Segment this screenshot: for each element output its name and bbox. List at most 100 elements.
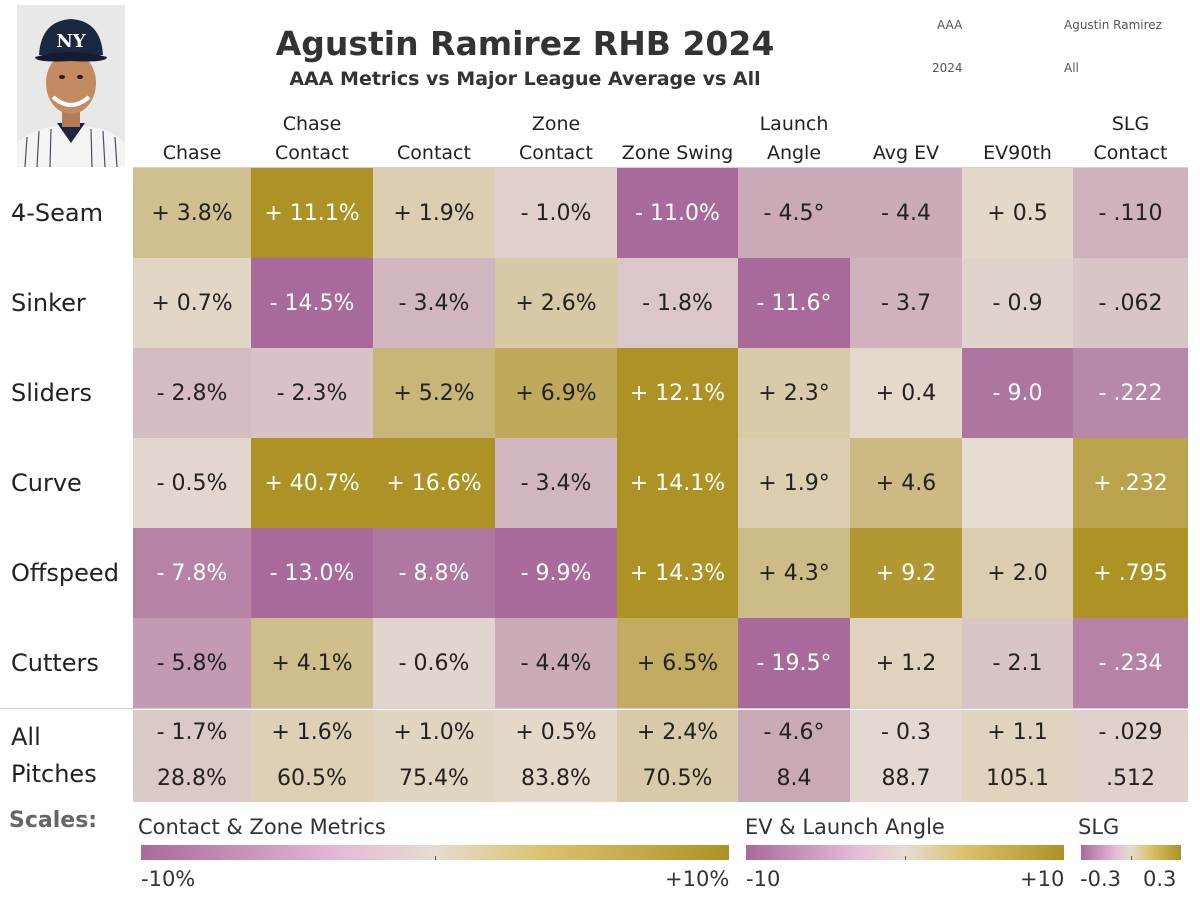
all-pitches-divider — [0, 708, 1188, 709]
heatmap-cell: - 3.7 — [850, 258, 962, 348]
heatmap-cell: + 4.6 — [850, 438, 962, 528]
column-header: Chase Contact — [251, 112, 373, 168]
legend-min-ev-launch: -10 — [746, 867, 781, 891]
heatmap-cell: - 1.8% — [617, 258, 738, 348]
heatmap-cell: + .795 — [1073, 528, 1188, 618]
all-pitches-cell: - 1.7% 28.8% — [133, 710, 251, 802]
column-header-line: SLG — [1111, 113, 1150, 135]
heatmap-cell: + 11.1% — [251, 168, 373, 258]
all-pitches-diff: + 1.6% — [271, 720, 353, 745]
heatmap-cell: + 2.3° — [738, 348, 850, 438]
heatmap-cell: - .234 — [1073, 618, 1188, 708]
column-header: Zone Contact — [495, 112, 617, 168]
heatmap-cell: - 9.9% — [495, 528, 617, 618]
all-pitches-diff: - 1.7% — [156, 720, 228, 745]
row-label-line: Pitches — [11, 760, 97, 788]
header-divider — [133, 167, 1188, 168]
heatmap-cell: + 0.5 — [962, 168, 1073, 258]
heatmap-cell: + 4.3° — [738, 528, 850, 618]
column-header-line: Contact — [275, 142, 349, 164]
legend-midpoint-tick — [435, 856, 436, 860]
heatmap-cell: + 2.0 — [962, 528, 1073, 618]
all-pitches-total: 70.5% — [642, 766, 713, 791]
column-header: EV90th — [962, 112, 1073, 168]
legend-title-slg: SLG — [1078, 815, 1120, 839]
row-label: Cutters — [11, 649, 99, 677]
column-header: Contact — [373, 112, 495, 168]
column-header-line: Avg EV — [872, 142, 940, 164]
heatmap-cell: + 4.1% — [251, 618, 373, 708]
all-pitches-cell: + 0.5% 83.8% — [495, 710, 617, 802]
legend-title-contact-zone: Contact & Zone Metrics — [138, 815, 386, 839]
heatmap-cell: + .232 — [1073, 438, 1188, 528]
column-header-line: Zone — [531, 113, 581, 135]
column-header-line: Contact — [1093, 142, 1168, 164]
legend-max-ev-launch: +10 — [1020, 867, 1065, 891]
heatmap-cell: + 14.3% — [617, 528, 738, 618]
all-pitches-total: 105.1 — [986, 766, 1049, 791]
heatmap-cell: - 4.5° — [738, 168, 850, 258]
heatmap-cell: - 2.8% — [133, 348, 251, 438]
heatmap-cell: - 0.6% — [373, 618, 495, 708]
column-header: Chase — [133, 112, 251, 168]
heatmap-cell: + 1.9% — [373, 168, 495, 258]
row-label-all-pitches: All Pitches — [0, 710, 133, 802]
legend-midpoint-tick — [905, 856, 906, 860]
legend-min-contact-zone: -10% — [141, 867, 196, 891]
year-filter[interactable]: 2024 — [932, 61, 963, 75]
row-label: 4-Seam — [11, 199, 104, 227]
column-header-line: EV90th — [983, 142, 1052, 164]
scales-label: Scales: — [9, 808, 98, 833]
svg-text:NY: NY — [56, 31, 86, 52]
legend-bar-ev-launch — [746, 845, 1064, 860]
all-pitches-total: 75.4% — [399, 766, 469, 791]
player-filter[interactable]: Agustin Ramirez — [1064, 18, 1162, 32]
level-filter[interactable]: AAA — [937, 18, 963, 32]
column-header: Avg EV — [850, 112, 962, 168]
chart-title: Agustin Ramirez RHB 2024 — [275, 24, 775, 63]
heatmap-cell: + 2.6% — [495, 258, 617, 348]
heatmap-cell: + 0.4 — [850, 348, 962, 438]
heatmap-cell: - 13.0% — [251, 528, 373, 618]
all-pitches-cell: + 1.1 105.1 — [962, 710, 1073, 802]
heatmap-cell: + 16.6% — [373, 438, 495, 528]
heatmap-cell: - 8.8% — [373, 528, 495, 618]
column-header-line: Zone Swing — [621, 142, 734, 164]
legend-bar-contact-zone — [141, 845, 729, 860]
heatmap-cell: - 2.3% — [251, 348, 373, 438]
legend-bar-slg — [1081, 845, 1181, 860]
heatmap-cell: - 0.5% — [133, 438, 251, 528]
column-header-line: Chase — [282, 113, 342, 135]
all-pitches-cell: - .029 .512 — [1073, 710, 1188, 802]
column-header-line: Angle — [766, 142, 822, 164]
heatmap-cell: - 7.8% — [133, 528, 251, 618]
column-header-line: Contact — [397, 142, 471, 164]
heatmap-cell: - 3.4% — [373, 258, 495, 348]
player-photo: NY — [17, 5, 125, 167]
heatmap-cell: + 40.7% — [251, 438, 373, 528]
column-header-line: Launch — [759, 113, 829, 135]
column-header-line: Chase — [162, 142, 222, 164]
pitch-filter[interactable]: All — [1064, 61, 1079, 75]
heatmap-cell: - 5.8% — [133, 618, 251, 708]
legend-midpoint-tick — [1131, 856, 1132, 860]
column-header-line: Contact — [519, 142, 593, 164]
all-pitches-total: 60.5% — [277, 766, 347, 791]
all-pitches-cell: + 1.6% 60.5% — [251, 710, 373, 802]
all-pitches-diff: + 1.1 — [987, 720, 1048, 745]
all-pitches-diff: + 2.4% — [636, 720, 719, 745]
all-pitches-diff: + 0.5% — [515, 720, 597, 745]
heatmap-cell: + 6.5% — [617, 618, 738, 708]
heatmap-cell: - 3.4% — [495, 438, 617, 528]
legend-title-ev-launch: EV & Launch Angle — [745, 815, 945, 839]
heatmap-cell: - 11.6° — [738, 258, 850, 348]
column-header: Zone Swing — [617, 112, 738, 168]
heatmap-cell: + 9.2 — [850, 528, 962, 618]
legend-max-slg: 0.3 — [1143, 867, 1177, 891]
all-pitches-total: 28.8% — [157, 766, 227, 791]
heatmap-cell: - 14.5% — [251, 258, 373, 348]
column-header: SLG Contact — [1073, 112, 1188, 168]
all-pitches-diff: - .029 — [1098, 720, 1163, 745]
heatmap-cell: - 4.4 — [850, 168, 962, 258]
heatmap-cell: + 1.2 — [850, 618, 962, 708]
